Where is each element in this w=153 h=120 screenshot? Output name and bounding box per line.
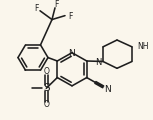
Text: F: F: [68, 12, 72, 21]
Text: F: F: [54, 0, 58, 9]
Text: O: O: [43, 67, 49, 76]
Text: F: F: [34, 4, 38, 13]
Text: S: S: [43, 83, 50, 93]
Text: N: N: [95, 58, 101, 67]
Text: NH: NH: [137, 42, 149, 51]
Text: N: N: [104, 84, 110, 93]
Text: O: O: [43, 100, 49, 109]
Text: N: N: [69, 49, 75, 58]
